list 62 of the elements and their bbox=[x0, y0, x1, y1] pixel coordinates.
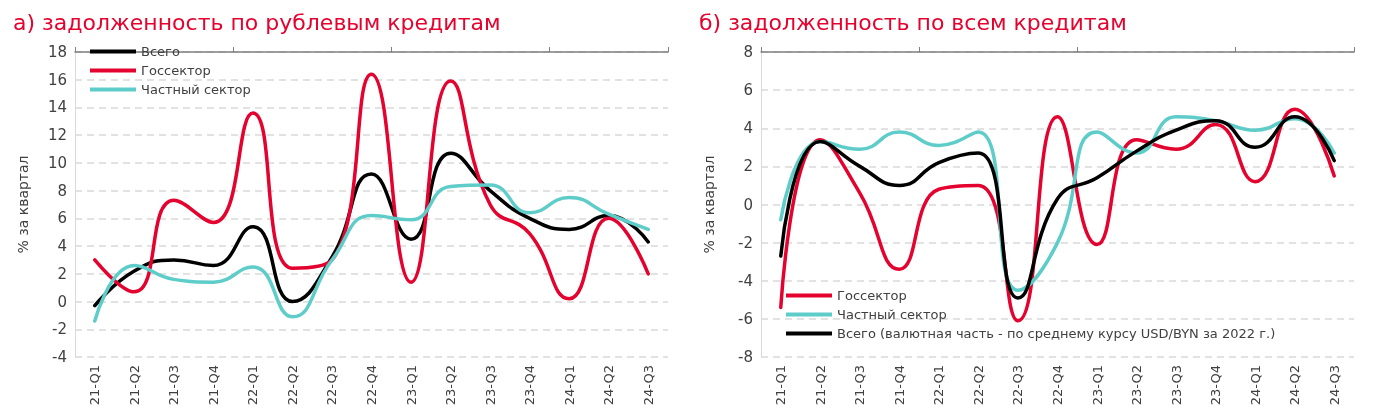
x-tick-label: 23-Q4 bbox=[522, 365, 538, 406]
x-tick-label: 24-Q2 bbox=[601, 365, 617, 406]
x-tick-label: 21-Q3 bbox=[166, 365, 182, 406]
x-tick-label: 22-Q2 bbox=[970, 365, 986, 406]
y-tick-label: 2 bbox=[743, 157, 753, 176]
x-tick-label: 21-Q1 bbox=[87, 365, 103, 406]
legend-label: Частный сектор bbox=[837, 307, 947, 322]
x-tick-label: 21-Q4 bbox=[891, 365, 907, 406]
x-tick-label: 21-Q4 bbox=[205, 365, 221, 406]
chart-title: а) задолженность по рублевым кредитам bbox=[13, 9, 501, 35]
x-tick-label: 23-Q2 bbox=[443, 365, 459, 406]
y-tick-label: -2 bbox=[738, 233, 753, 252]
x-tick-label: 24-Q2 bbox=[1287, 365, 1303, 406]
x-tick-label: 23-Q1 bbox=[403, 365, 419, 406]
x-tick-label: 21-Q3 bbox=[852, 365, 868, 406]
y-tick-label: 18 bbox=[47, 43, 67, 61]
x-tick-label: 23-Q3 bbox=[482, 365, 498, 406]
x-tick-label: 24-Q3 bbox=[640, 365, 656, 406]
y-tick-label: 0 bbox=[57, 292, 67, 311]
y-tick-label: 12 bbox=[47, 126, 67, 145]
y-tick-label: 16 bbox=[47, 70, 67, 89]
x-tick-label: 24-Q1 bbox=[1247, 365, 1263, 406]
x-tick-label: 22-Q2 bbox=[284, 365, 300, 406]
x-tick-label: 22-Q3 bbox=[324, 365, 340, 406]
y-tick-label: 0 bbox=[743, 195, 753, 214]
legend-label: Госсектор bbox=[837, 288, 907, 303]
x-tick-label: 21-Q2 bbox=[812, 365, 828, 406]
chart-title: б) задолженность по всем кредитам bbox=[699, 9, 1127, 35]
x-tick-label: 23-Q4 bbox=[1208, 365, 1224, 406]
x-tick-label: 24-Q3 bbox=[1326, 365, 1342, 406]
x-tick-label: 22-Q4 bbox=[364, 365, 379, 406]
legend-label: Частный сектор bbox=[141, 82, 251, 97]
y-tick-label: 2 bbox=[57, 264, 67, 283]
y-tick-label: -4 bbox=[738, 271, 753, 290]
x-tick-label: 22-Q1 bbox=[931, 365, 947, 406]
x-tick-label: 21-Q2 bbox=[126, 365, 142, 406]
x-tick-label: 23-Q1 bbox=[1089, 365, 1105, 406]
y-tick-label: -4 bbox=[52, 348, 67, 366]
x-tick-label: 22-Q1 bbox=[245, 365, 261, 406]
y-tick-label: 6 bbox=[743, 81, 753, 100]
y-tick-label: -2 bbox=[52, 320, 67, 339]
x-tick-label: 24-Q1 bbox=[561, 365, 577, 406]
x-tick-label: 22-Q3 bbox=[1010, 365, 1026, 406]
legend-label: Госсектор bbox=[141, 63, 211, 78]
y-axis-title: % за квартал bbox=[15, 155, 31, 254]
legend-label: Всего bbox=[141, 44, 180, 59]
y-tick-label: 10 bbox=[47, 153, 67, 172]
x-tick-label: 23-Q3 bbox=[1168, 365, 1184, 406]
y-axis-title: % за квартал bbox=[701, 155, 717, 254]
legend-label: Всего (валютная часть - по среднему курсу USD/BYN за 2022 г.) bbox=[837, 326, 1276, 341]
x-tick-label: 21-Q1 bbox=[773, 365, 789, 406]
y-tick-label: -6 bbox=[738, 309, 753, 328]
y-tick-label: 8 bbox=[743, 43, 753, 61]
y-tick-label: 14 bbox=[47, 98, 67, 117]
y-tick-label: 8 bbox=[57, 181, 67, 200]
y-tick-label: 6 bbox=[57, 209, 67, 228]
line-series bbox=[93, 183, 650, 323]
y-tick-label: 4 bbox=[57, 237, 67, 256]
y-tick-label: 4 bbox=[743, 119, 753, 138]
x-tick-label: 23-Q2 bbox=[1129, 365, 1145, 406]
x-tick-label: 22-Q4 bbox=[1050, 365, 1065, 406]
y-tick-label: -8 bbox=[738, 348, 753, 366]
